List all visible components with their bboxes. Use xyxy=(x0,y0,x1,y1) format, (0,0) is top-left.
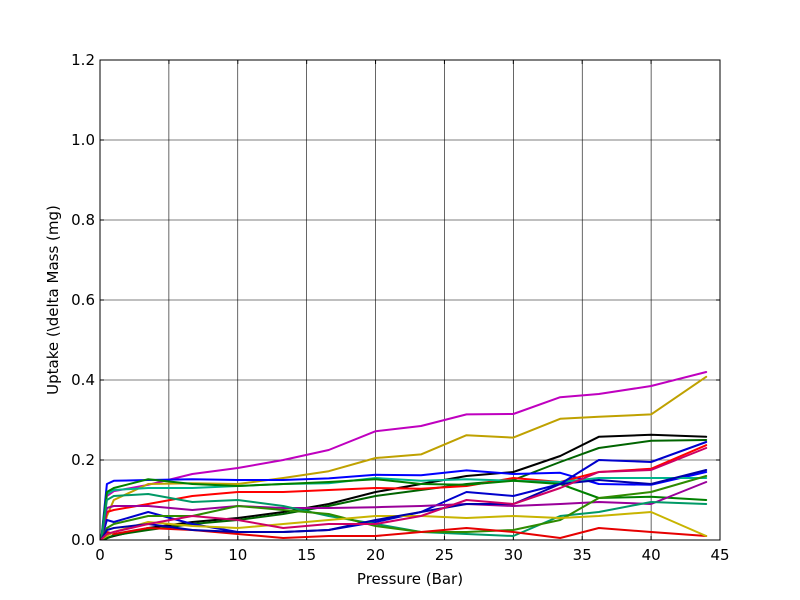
y-tick-label: 0.2 xyxy=(71,451,95,469)
y-tick-label: 0.4 xyxy=(71,371,95,389)
series-line-13 xyxy=(100,527,708,541)
x-tick-label: 40 xyxy=(642,546,661,564)
x-tick-label: 5 xyxy=(164,546,174,564)
x-axis-label: Pressure (Bar) xyxy=(357,570,463,588)
y-axis-label: Uptake (\delta Mass (mg) xyxy=(44,205,62,395)
series-line-4 xyxy=(100,439,708,541)
series-line-5 xyxy=(100,469,708,539)
y-tick-labels: 0.0 0.2 0.4 0.6 0.8 1.0 1.2 xyxy=(71,51,95,549)
series-group xyxy=(100,371,708,541)
x-tick-label: 30 xyxy=(504,546,523,564)
y-tick-label: 1.0 xyxy=(71,131,95,149)
series-line-10 xyxy=(100,481,708,541)
series-line-12 xyxy=(100,475,708,541)
x-tick-label: 10 xyxy=(228,546,247,564)
series-line-16 xyxy=(100,447,708,541)
series-line-8 xyxy=(100,478,708,540)
y-tick-label: 0.6 xyxy=(71,291,95,309)
x-tick-labels: 0 5 10 15 20 25 30 35 40 45 xyxy=(95,546,729,564)
x-tick-label: 15 xyxy=(297,546,316,564)
x-tick-label: 45 xyxy=(710,546,729,564)
x-tick-label: 35 xyxy=(573,546,592,564)
plot-frame xyxy=(99,59,721,541)
series-line-2 xyxy=(100,375,708,539)
y-tick-label: 1.2 xyxy=(71,51,95,69)
y-tick-label: 0.0 xyxy=(71,531,95,549)
y-tick-label: 0.8 xyxy=(71,211,95,229)
x-tick-label: 20 xyxy=(366,546,385,564)
x-tick-label: 0 xyxy=(95,546,105,564)
x-tick-label: 25 xyxy=(435,546,454,564)
